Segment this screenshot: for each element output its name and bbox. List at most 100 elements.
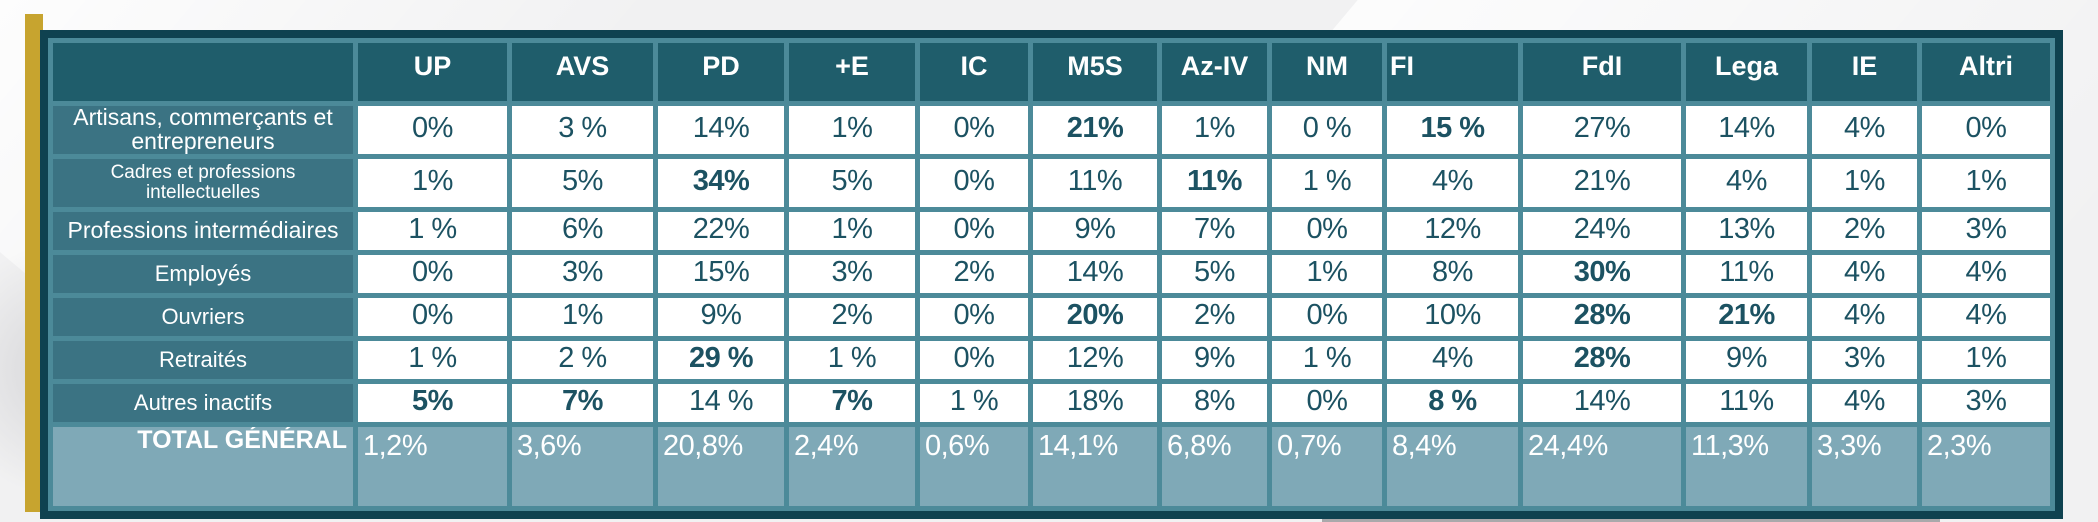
data-cell: 0% — [1272, 384, 1382, 422]
data-cell: 5% — [789, 159, 915, 207]
table-row: Cadres et professions intellectuelles 1% 5… — [53, 159, 2050, 207]
data-cell: 4% — [1812, 298, 1917, 336]
column-header-az-iv: Az-IV — [1162, 43, 1267, 101]
data-cell: 3% — [1812, 341, 1917, 379]
data-cell: 30% — [1523, 255, 1681, 293]
data-cell: 5% — [512, 159, 653, 207]
data-cell: 34% — [658, 159, 784, 207]
data-cell: 1% — [512, 298, 653, 336]
data-cell: 0% — [358, 255, 507, 293]
data-cell: 0% — [920, 159, 1028, 207]
data-cell: 1% — [1272, 255, 1382, 293]
data-cell: 0% — [920, 106, 1028, 154]
data-cell: 28% — [1523, 298, 1681, 336]
column-header-fdi: FdI — [1523, 43, 1681, 101]
header-row: UP AVS PD +E IC M5S Az-IV NM FI FdI Lega IE Altri — [53, 43, 2050, 101]
data-cell: 1 % — [358, 341, 507, 379]
total-cell: 2,4% — [789, 427, 915, 506]
data-cell: 6% — [512, 212, 653, 250]
data-cell: 14% — [658, 106, 784, 154]
total-cell: 8,4% — [1387, 427, 1518, 506]
data-cell: 7% — [1162, 212, 1267, 250]
data-cell: 1% — [1162, 106, 1267, 154]
total-label: TOTAL GÉNÉRAL — [53, 427, 353, 506]
column-header-avs: AVS — [512, 43, 653, 101]
data-cell: 12% — [1387, 212, 1518, 250]
data-cell: 1% — [1922, 341, 2050, 379]
table-row: Autres inactifs 5% 7% 14 % 7% 1 % 18% 8% 0% 8 % 14… — [53, 384, 2050, 422]
data-cell: 0% — [1922, 106, 2050, 154]
accent-bar — [25, 14, 43, 512]
data-cell: 0% — [920, 341, 1028, 379]
column-header-ic: IC — [920, 43, 1028, 101]
data-cell: 3% — [789, 255, 915, 293]
data-cell: 5% — [1162, 255, 1267, 293]
total-cell: 24,4% — [1523, 427, 1681, 506]
data-cell: 14% — [1686, 106, 1807, 154]
data-cell: 29 % — [658, 341, 784, 379]
column-header-altri: Altri — [1922, 43, 2050, 101]
total-cell: 0,6% — [920, 427, 1028, 506]
row-label: Employés — [53, 255, 353, 293]
data-cell: 21% — [1686, 298, 1807, 336]
table-body: Artisans, commerçants et entrepreneurs 0%… — [53, 106, 2050, 506]
data-cell: 4% — [1812, 106, 1917, 154]
total-cell: 3,3% — [1812, 427, 1917, 506]
table-row: Employés 0% 3% 15% 3% 2% 14% 5% 1% 8% 30% 11% 4% 4% — [53, 255, 2050, 293]
row-label: Autres inactifs — [53, 384, 353, 422]
data-cell: 1 % — [358, 212, 507, 250]
data-cell: 15% — [658, 255, 784, 293]
row-label: Professions intermédiaires — [53, 212, 353, 250]
data-cell: 11% — [1033, 159, 1157, 207]
total-row: TOTAL GÉNÉRAL 1,2% 3,6% 20,8% 2,4% 0,6% 14,1% 6… — [53, 427, 2050, 506]
data-cell: 24% — [1523, 212, 1681, 250]
total-cell: 11,3% — [1686, 427, 1807, 506]
data-cell: 8% — [1162, 384, 1267, 422]
data-cell: 1% — [789, 106, 915, 154]
data-cell: 4% — [1812, 384, 1917, 422]
data-cell: 21% — [1033, 106, 1157, 154]
column-header-lega: Lega — [1686, 43, 1807, 101]
data-cell: 1 % — [789, 341, 915, 379]
data-cell: 0% — [920, 212, 1028, 250]
total-cell: 20,8% — [658, 427, 784, 506]
data-cell: 14 % — [658, 384, 784, 422]
data-cell: 2% — [789, 298, 915, 336]
total-cell: 0,7% — [1272, 427, 1382, 506]
data-cell: 4% — [1922, 298, 2050, 336]
data-cell: 1 % — [920, 384, 1028, 422]
total-cell: 3,6% — [512, 427, 653, 506]
data-cell: 8 % — [1387, 384, 1518, 422]
data-cell: 0% — [1272, 212, 1382, 250]
column-header-ie: IE — [1812, 43, 1917, 101]
data-cell: 7% — [512, 384, 653, 422]
data-cell: 11% — [1686, 384, 1807, 422]
total-cell: 1,2% — [358, 427, 507, 506]
data-cell: 12% — [1033, 341, 1157, 379]
data-cell: 7% — [789, 384, 915, 422]
data-cell: 2% — [1812, 212, 1917, 250]
data-cell: 4% — [1387, 159, 1518, 207]
data-cell: 9% — [1162, 341, 1267, 379]
data-cell: 1 % — [1272, 159, 1382, 207]
column-header-+e: +E — [789, 43, 915, 101]
table-row: Ouvriers 0% 1% 9% 2% 0% 20% 2% 0% 10% 28% 21% 4% 4% — [53, 298, 2050, 336]
data-cell: 14% — [1033, 255, 1157, 293]
data-cell: 8% — [1387, 255, 1518, 293]
table-header: UP AVS PD +E IC M5S Az-IV NM FI FdI Lega IE Altri — [53, 43, 2050, 101]
data-cell: 15 % — [1387, 106, 1518, 154]
data-cell: 4% — [1812, 255, 1917, 293]
data-cell: 4% — [1922, 255, 2050, 293]
data-cell: 4% — [1387, 341, 1518, 379]
data-cell: 3% — [1922, 212, 2050, 250]
column-header-up: UP — [358, 43, 507, 101]
data-cell: 3% — [512, 255, 653, 293]
data-cell: 22% — [658, 212, 784, 250]
total-cell: 2,3% — [1922, 427, 2050, 506]
data-cell: 1 % — [1272, 341, 1382, 379]
data-cell: 5% — [358, 384, 507, 422]
data-cell: 2 % — [512, 341, 653, 379]
data-cell: 11% — [1162, 159, 1267, 207]
data-cell: 9% — [1033, 212, 1157, 250]
total-cell: 14,1% — [1033, 427, 1157, 506]
